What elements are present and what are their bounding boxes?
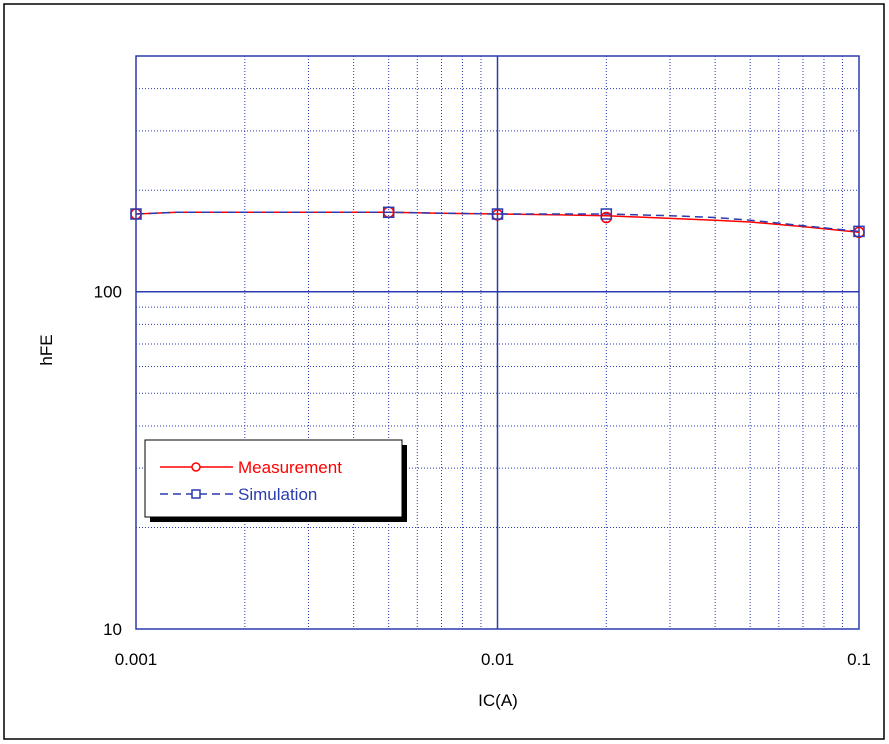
x-tick-label: 0.1 <box>847 650 871 669</box>
x-tick-label: 0.01 <box>481 650 514 669</box>
data-point-simulation <box>853 225 865 238</box>
legend-marker-simulation <box>191 489 201 499</box>
legend-box <box>144 439 403 518</box>
x-tick-label: 0.001 <box>115 650 158 669</box>
series-curves <box>135 211 860 234</box>
legend-entry-measurement: Measurement <box>160 458 342 477</box>
legend: Measurement Simulation <box>144 439 407 522</box>
x-axis-label: IC(A) <box>478 691 518 710</box>
legend-marker-measurement <box>191 462 201 472</box>
legend-label-simulation: Simulation <box>238 485 317 504</box>
data-point-simulation <box>382 206 395 219</box>
legend-label-measurement: Measurement <box>238 458 342 477</box>
y-tick-label: 10 <box>103 620 122 639</box>
y-axis-label: hFE <box>37 334 56 365</box>
outer-frame <box>3 3 885 740</box>
data-point-simulation <box>491 208 504 220</box>
series-line-simulation <box>135 211 860 233</box>
data-point-simulation <box>130 208 142 220</box>
y-tick-label: 100 <box>94 283 122 302</box>
plot-area <box>135 55 860 630</box>
data-point-simulation <box>600 208 613 220</box>
legend-entry-simulation: Simulation <box>160 485 317 504</box>
tick-labels: 0.001 0.01 0.1 10 100 <box>94 283 871 669</box>
series-markers <box>130 206 865 239</box>
